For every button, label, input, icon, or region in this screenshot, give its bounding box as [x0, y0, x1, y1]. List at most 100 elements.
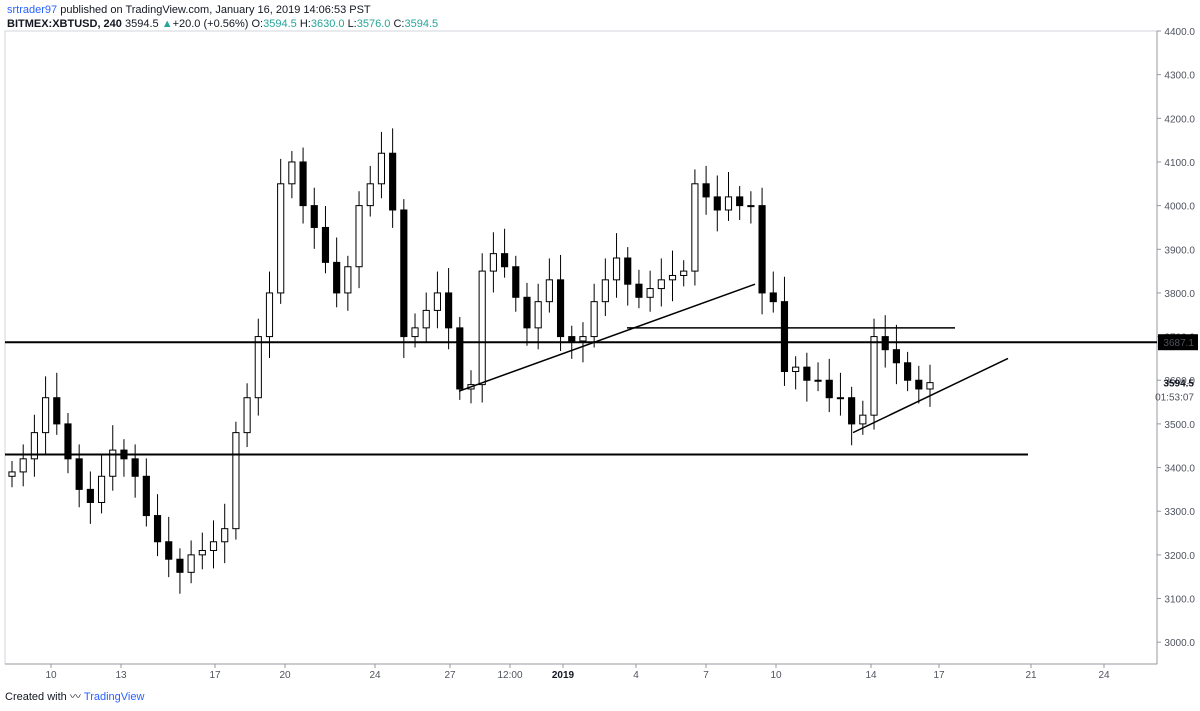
open-label: O: [251, 18, 264, 30]
price-tick-label: 3200.0 [1164, 551, 1195, 562]
candle-body [86, 488, 94, 503]
candle-body [456, 327, 464, 390]
candle-body [758, 205, 766, 294]
candle-body [556, 279, 565, 338]
candle-body [769, 292, 777, 303]
candle-body [680, 270, 688, 276]
author-link[interactable]: srtrader97 [7, 4, 58, 16]
candle-body [344, 266, 352, 294]
candle-body [299, 161, 307, 207]
candle-body [366, 183, 374, 207]
candle-body [400, 209, 408, 338]
last-price-tag: 3594.5 [1163, 379, 1194, 390]
time-tick-label: 13 [115, 670, 127, 681]
bar-countdown: 01:53:07 [1155, 393, 1194, 404]
time-tick-label: 12:00 [497, 670, 522, 681]
candle-body [713, 196, 721, 211]
candle-body [870, 336, 878, 416]
candle-body [243, 397, 251, 434]
candle-body [859, 414, 867, 425]
candle-body [165, 541, 173, 560]
tradingview-brand[interactable]: TradingView [83, 691, 145, 703]
ohlc-legend: BITMEX:XBTUSD, 240 3594.5 ▲+20.0 (+0.56%… [7, 17, 438, 32]
candle-body [153, 515, 162, 543]
price-tick-label: 4400.0 [1164, 27, 1195, 38]
candle-body [915, 379, 923, 390]
candle-body [19, 458, 27, 473]
candle-body [333, 261, 341, 294]
candle-body [926, 382, 934, 390]
price-tick-label: 3500.0 [1164, 420, 1195, 431]
candle-body [321, 226, 330, 263]
candle-body [736, 196, 744, 207]
change-value: +20.0 (+0.56%) [172, 18, 249, 30]
candle-body [747, 205, 755, 208]
candle-body [892, 349, 900, 364]
candle-body [75, 458, 83, 490]
candle-body [8, 471, 16, 477]
candle-body [568, 336, 576, 342]
candle-body [176, 558, 184, 573]
candle-body [545, 279, 553, 303]
candle-body [825, 379, 833, 399]
price-tick-label: 4100.0 [1164, 158, 1195, 169]
candle-body [814, 379, 822, 382]
candle-body [433, 292, 441, 311]
time-tick-label: 24 [1098, 670, 1110, 681]
candle-body [221, 528, 229, 543]
time-tick-label: 4 [633, 670, 639, 681]
time-tick-label: 14 [865, 670, 877, 681]
candle-body [635, 283, 643, 298]
candle-body [668, 274, 677, 281]
candle-body [590, 301, 598, 338]
candles-group [8, 128, 934, 594]
high-value: 3630.0 [310, 18, 345, 30]
candle-body [411, 327, 419, 338]
candle-body [803, 366, 811, 381]
candle-body [501, 253, 509, 268]
rising-trendline-2 [852, 357, 1009, 434]
candle-body [142, 475, 150, 517]
candle-body [288, 161, 296, 185]
close-value: 3594.5 [404, 18, 439, 30]
candle-body [53, 397, 61, 425]
candle-body [848, 397, 856, 425]
candle-body [489, 253, 497, 272]
candle-body [702, 183, 710, 198]
price-tick-label: 3600.0 [1164, 376, 1195, 387]
candle-body [97, 475, 106, 503]
created-with-text: Created with [5, 691, 67, 703]
last-price: 3594.5 [124, 18, 159, 30]
candle-body [478, 270, 486, 386]
high-label: H: [299, 18, 311, 30]
resistance-price-tag [1158, 334, 1198, 351]
candle-body [579, 336, 587, 342]
resistance-price-tag-text: 3687.1 [1163, 338, 1194, 349]
created-with-footer: Created with 〰 TradingView [5, 690, 144, 704]
candle-body [523, 296, 531, 329]
tradingview-logo-icon: 〰 [69, 691, 81, 703]
candle-body [42, 397, 50, 434]
price-tick-label: 3000.0 [1164, 638, 1195, 649]
candle-body [792, 366, 800, 373]
open-value: 3594.5 [263, 18, 297, 30]
candle-body [904, 362, 912, 381]
candle-body [612, 257, 621, 281]
candle-body [691, 183, 699, 272]
price-tick-label: 3400.0 [1164, 464, 1195, 475]
candle-body [724, 196, 733, 211]
candle-body [131, 458, 139, 477]
low-value: 3576.0 [356, 18, 391, 30]
candle-body [64, 423, 72, 460]
close-label: C: [393, 18, 405, 30]
candle-body [422, 309, 430, 329]
candle-body [109, 449, 117, 477]
candle-body [355, 205, 363, 268]
candle-body [187, 554, 195, 573]
candle-body [780, 301, 789, 373]
candle-body [512, 266, 520, 298]
candle-body [836, 397, 845, 400]
candle-body [601, 279, 609, 303]
time-tick-label: 20 [279, 670, 291, 681]
